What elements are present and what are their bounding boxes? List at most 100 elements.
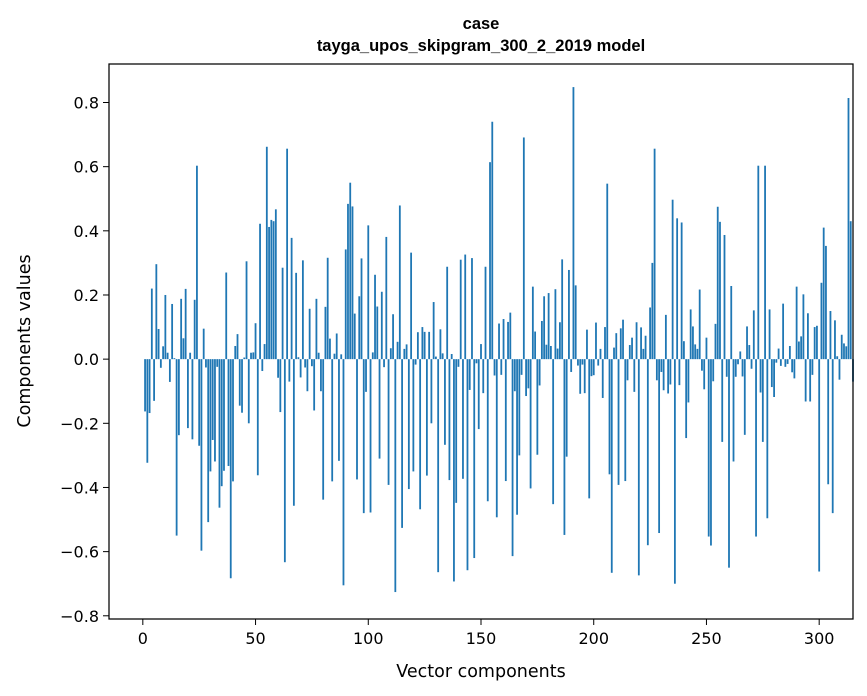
bar <box>387 359 390 485</box>
bar <box>779 359 782 366</box>
bar <box>804 359 807 402</box>
bar <box>730 286 733 360</box>
bar <box>155 264 158 360</box>
bar <box>525 359 527 397</box>
bar <box>696 348 699 360</box>
bar <box>177 359 180 436</box>
bar <box>646 359 649 546</box>
bar <box>392 314 394 360</box>
bar <box>570 359 573 372</box>
bar <box>631 337 633 360</box>
bar <box>457 359 460 367</box>
bar <box>353 313 356 360</box>
bar <box>685 359 688 439</box>
bar <box>412 359 415 472</box>
bar <box>227 359 230 466</box>
x-tick-label: 50 <box>245 629 265 648</box>
bar <box>678 359 681 386</box>
bar <box>211 359 214 440</box>
bar <box>843 343 845 360</box>
bar <box>822 227 825 360</box>
bar <box>750 359 753 369</box>
bar <box>820 282 823 360</box>
bar <box>644 335 647 360</box>
bar <box>484 266 487 360</box>
bar <box>651 262 654 360</box>
bar <box>407 359 410 490</box>
bar <box>439 329 442 360</box>
bar <box>825 245 827 360</box>
bar <box>277 359 279 378</box>
bar <box>214 359 216 462</box>
bar <box>493 359 496 376</box>
bar <box>238 359 241 406</box>
bar <box>324 306 327 360</box>
bar <box>786 359 789 364</box>
bar <box>261 359 264 372</box>
bar <box>671 199 674 360</box>
bar <box>209 359 212 472</box>
bar-series <box>141 87 854 593</box>
bar <box>207 359 210 523</box>
bar <box>595 322 597 360</box>
bar <box>220 359 223 487</box>
bar <box>687 359 690 403</box>
bar <box>698 289 701 360</box>
y-tick-label: −0.4 <box>60 478 99 497</box>
bar <box>218 359 221 508</box>
bar <box>347 203 349 360</box>
bar <box>432 302 435 360</box>
bar <box>311 359 313 367</box>
bar <box>272 221 275 360</box>
bar <box>680 222 683 360</box>
bar <box>184 288 187 360</box>
bar <box>245 261 248 360</box>
bar <box>398 205 401 360</box>
bar <box>667 359 670 394</box>
bar <box>385 236 388 360</box>
bar <box>331 359 334 482</box>
bar <box>283 359 286 563</box>
bar <box>777 348 780 360</box>
y-tick-label: −0.2 <box>60 414 99 433</box>
bar <box>538 359 541 386</box>
bar <box>349 182 352 360</box>
bar <box>344 249 347 360</box>
bar <box>604 327 606 360</box>
bar <box>829 311 832 360</box>
bar <box>653 148 656 360</box>
bar <box>358 296 361 360</box>
x-tick-label: 0 <box>138 629 148 648</box>
bar <box>640 327 642 360</box>
bar <box>394 359 397 593</box>
bar <box>683 341 685 360</box>
bar <box>270 219 273 360</box>
bar <box>766 359 769 519</box>
y-tick-label: 0.8 <box>74 93 99 112</box>
bar <box>202 328 205 360</box>
bar <box>450 354 453 360</box>
bar <box>813 327 816 360</box>
bar <box>367 225 370 360</box>
bar <box>637 359 640 576</box>
bar <box>770 359 773 388</box>
bar <box>403 348 406 360</box>
bar <box>773 359 775 397</box>
bar <box>516 359 518 515</box>
bar <box>446 266 449 360</box>
bar <box>421 327 424 360</box>
bar <box>581 359 584 365</box>
bar <box>703 359 706 390</box>
bar <box>338 359 340 461</box>
bar <box>153 359 155 401</box>
bar <box>196 165 198 360</box>
bar <box>579 359 582 394</box>
bar <box>719 221 721 360</box>
bar <box>705 337 708 360</box>
bar <box>559 322 561 360</box>
bar <box>150 288 153 360</box>
bar <box>308 308 311 360</box>
x-tick-label: 100 <box>353 629 384 648</box>
bar <box>444 359 446 445</box>
